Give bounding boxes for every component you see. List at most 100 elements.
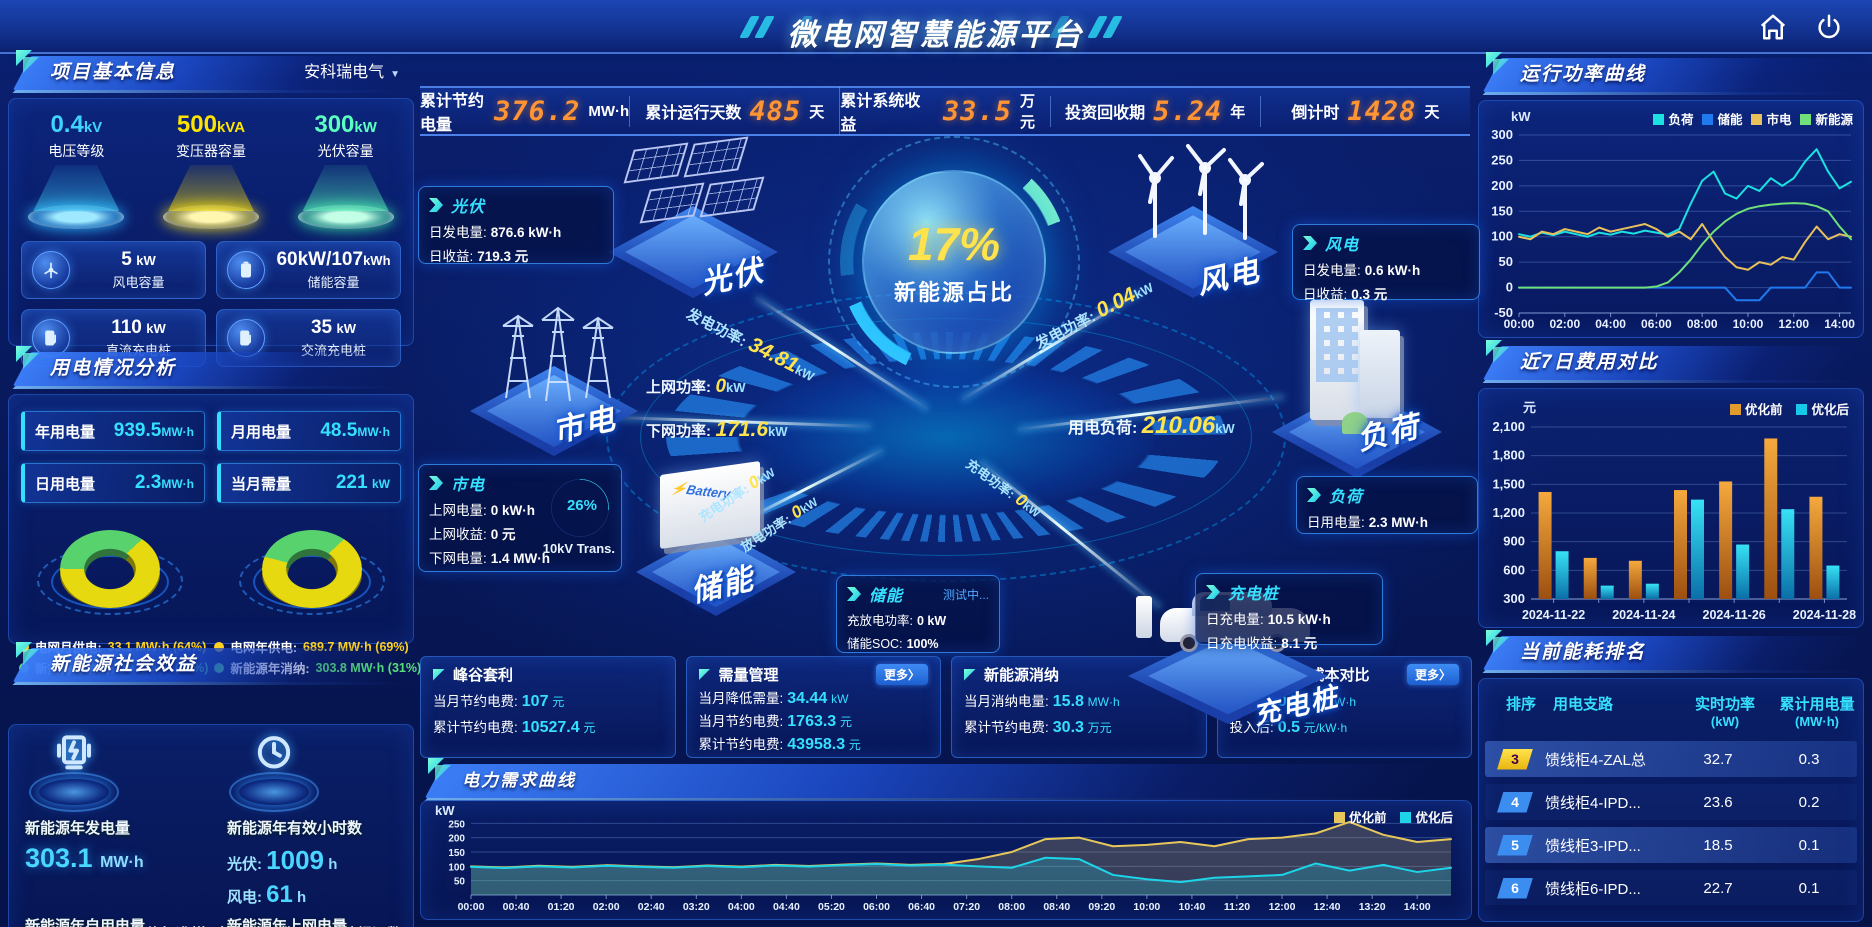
kpi-bar: 累计节约电量 376.2 MW·h 累计运行天数 485 天 累计系统收益 33.5 万元 … xyxy=(420,86,1470,136)
table-header: 排序 用电支路 实时功率 (kW) 累计用电量 (MW·h) xyxy=(1505,696,1855,729)
svg-text:250: 250 xyxy=(448,819,465,830)
panel-corner-icon xyxy=(1486,630,1512,656)
svg-text:14:00: 14:00 xyxy=(1824,317,1855,331)
table-row[interactable]: 5 馈线柜3-IPD... 18.5 0.1 xyxy=(1485,827,1857,863)
svg-text:0: 0 xyxy=(1506,280,1513,295)
cost-compare-chart: 300 600 900 1,200 1,500 1,800 2,100 2024-11-22 2… xyxy=(1492,419,1856,622)
pv-illustration xyxy=(623,136,765,224)
realtime-power: 18.5 xyxy=(1703,836,1733,854)
panel-cost-compare: 综合用电成本对比 更多〉 投入前: 0.75 元/kW·h 投入后: 0.5 元/kW… xyxy=(1216,656,1472,758)
company-dropdown[interactable]: 安科瑞电气 ▼ xyxy=(304,64,400,81)
benefit-label: 节约标准煤 xyxy=(131,923,206,927)
benefit-label: 等效植树数 xyxy=(219,923,294,927)
node-label-storage: 储能 xyxy=(687,562,758,609)
svg-text:250: 250 xyxy=(1491,152,1513,167)
more-button[interactable]: 更多〉 xyxy=(1406,664,1459,685)
info-box-wind: 风电 日发电量: 0.6 kW·h 日收益: 0.3 元 xyxy=(1292,224,1480,302)
stat-storage-capacity: 60kW/107kWh 储能容量 xyxy=(216,241,401,299)
panel-peak-valley: 峰谷套利 当月节约电费: 107 元 累计节约电费: 10527.4 元 xyxy=(420,656,676,758)
panel-title: 电力需求曲线 xyxy=(462,771,576,790)
battery-icon xyxy=(227,251,265,289)
info-box-storage: 储能 测试中... 充放电功率: 0 kW 储能SOC: 100% xyxy=(836,575,1000,653)
svg-text:08:40: 08:40 xyxy=(1043,901,1070,913)
benefit-label: 等效绿证数 xyxy=(327,923,402,927)
realtime-power: 22.7 xyxy=(1703,879,1733,897)
svg-text:08:00: 08:00 xyxy=(998,901,1025,913)
svg-text:2024-11-28: 2024-11-28 xyxy=(1793,608,1856,622)
realtime-power: 32.7 xyxy=(1703,750,1733,768)
page-title: 微电网智慧能源平台 xyxy=(787,19,1085,52)
panel-mini-icon xyxy=(433,668,445,681)
flow-ev-charge: 充电功率: 0kW xyxy=(963,456,1043,521)
svg-text:12:00: 12:00 xyxy=(1778,317,1809,331)
beam-storage-center xyxy=(741,448,884,523)
table-row[interactable]: 3 馈线柜4-ZAL总 32.7 0.3 xyxy=(1485,741,1857,777)
donut-month-mix xyxy=(35,519,185,629)
beam-wind-center xyxy=(961,291,1142,401)
kpi-running-days: 累计运行天数 485 天 xyxy=(629,95,839,127)
power-icon[interactable] xyxy=(1814,12,1844,42)
svg-text:14:00: 14:00 xyxy=(1404,901,1431,913)
flow-pv-power: 发电功率: 34.81kW xyxy=(683,305,817,385)
panel-corner-icon xyxy=(16,346,42,372)
svg-text:200: 200 xyxy=(448,834,465,845)
svg-text:02:00: 02:00 xyxy=(1549,317,1580,331)
panel-title: 新能源社会效益 xyxy=(50,654,198,675)
svg-text:100: 100 xyxy=(448,862,465,873)
more-button[interactable]: 更多〉 xyxy=(875,664,928,685)
storage-illustration: ⚡Battery xyxy=(660,460,760,550)
svg-text:300: 300 xyxy=(1491,127,1513,142)
sphere-ring xyxy=(828,136,1080,388)
panel-project-info: 项目基本信息 安科瑞电气 ▼ 0.4kV 电压等级 500kVA 变压器容量 30… xyxy=(8,56,414,367)
svg-text:06:00: 06:00 xyxy=(863,901,890,913)
kpi-countdown: 倒计时 1428 天 xyxy=(1259,95,1470,127)
beam-load-center xyxy=(1017,395,1285,431)
home-icon[interactable] xyxy=(1758,12,1788,42)
rank-badge: 4 xyxy=(1497,791,1533,813)
benefit-label: 新能源年发电量 xyxy=(25,820,131,837)
panel-demand-curve: 电力需求曲线 kW 优化前 优化后 50 100 150 200 250 00:00 00:… xyxy=(420,764,1472,924)
stat-month-demand: 当月需量 221 kW xyxy=(217,463,401,503)
panel-title: 用电情况分析 xyxy=(50,358,177,379)
svg-text:50: 50 xyxy=(1499,254,1513,269)
chevron-icon xyxy=(1307,488,1321,502)
svg-text:12:40: 12:40 xyxy=(1314,901,1341,913)
flow-load-power: 用电负荷: 210.06kW xyxy=(1068,412,1235,439)
table-row[interactable]: 4 馈线柜4-IPD... 23.6 0.2 xyxy=(1485,784,1857,820)
chevron-down-icon: ▼ xyxy=(390,69,400,80)
svg-text:04:40: 04:40 xyxy=(773,901,800,913)
svg-text:900: 900 xyxy=(1503,534,1525,549)
chevron-icon xyxy=(429,198,443,212)
benefit-wind-hours: 风电: 61 h xyxy=(227,881,307,908)
table-row[interactable]: 6 馈线柜6-IPD... 22.7 0.1 xyxy=(1485,870,1857,905)
branch-name: 馈线柜6-IPD... xyxy=(1545,880,1641,898)
generation-icon xyxy=(29,731,119,812)
total-energy: 0.3 xyxy=(1798,750,1820,768)
svg-text:04:00: 04:00 xyxy=(728,901,755,913)
svg-text:10:00: 10:00 xyxy=(1133,901,1160,913)
load-platform xyxy=(1272,386,1442,478)
kpi-system-income: 累计系统收益 33.5 万元 xyxy=(839,87,1049,135)
svg-text:06:00: 06:00 xyxy=(1641,317,1672,331)
status-badge: 测试中... xyxy=(942,587,989,602)
svg-text:02:00: 02:00 xyxy=(593,901,620,913)
header-decoration-right xyxy=(1049,16,1123,38)
total-energy: 0.2 xyxy=(1798,793,1820,811)
panel-corner-icon xyxy=(16,50,42,76)
svg-text:150: 150 xyxy=(1491,203,1513,218)
svg-text:06:40: 06:40 xyxy=(908,901,935,913)
info-box-pv: 光伏 日发电量: 876.6 kW·h 日收益: 719.3 元 xyxy=(418,186,614,264)
panel-title: 项目基本信息 xyxy=(50,62,177,83)
summary-panels: 峰谷套利 当月节约电费: 107 元 累计节约电费: 10527.4 元 需量管理更… xyxy=(420,656,1472,758)
total-energy: 0.1 xyxy=(1798,836,1820,854)
svg-text:200: 200 xyxy=(1491,178,1513,193)
branch-name: 馈线柜3-IPD... xyxy=(1545,837,1641,855)
panel-mini-icon xyxy=(964,668,976,681)
svg-text:2024-11-26: 2024-11-26 xyxy=(1703,608,1766,622)
info-box-load: 负荷 日用电量: 2.3 MW·h xyxy=(1296,476,1478,534)
panel-corner-icon xyxy=(1486,340,1512,366)
panel-corner-icon xyxy=(16,642,42,668)
rank-badge: 5 xyxy=(1497,834,1533,856)
flow-grid-up: 上网功率: 0kW xyxy=(646,376,746,397)
rank-badge: 6 xyxy=(1497,877,1533,899)
